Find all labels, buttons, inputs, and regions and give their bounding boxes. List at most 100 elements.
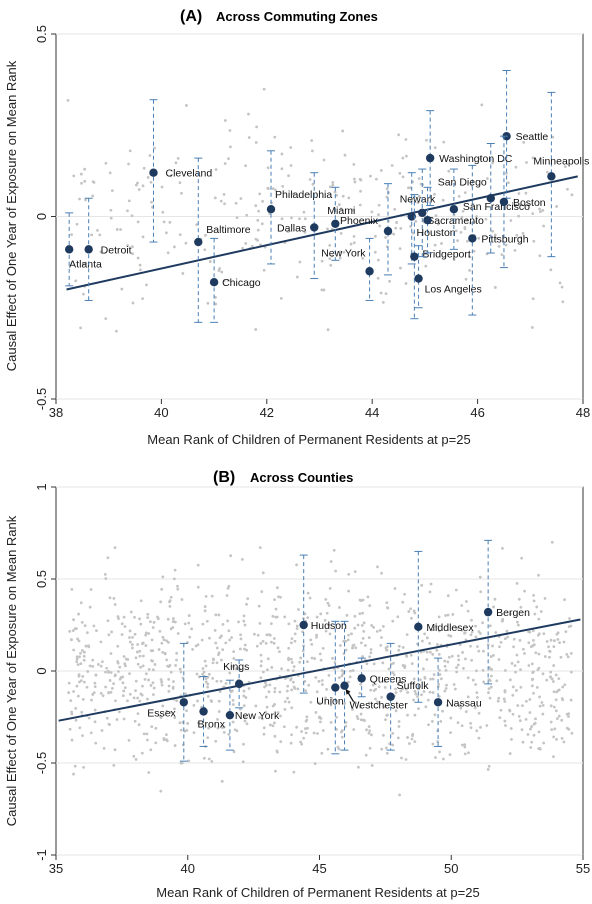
data-point <box>414 274 423 283</box>
background-point <box>519 668 522 672</box>
background-point <box>186 722 190 725</box>
background-point <box>203 659 207 663</box>
background-point <box>548 655 551 659</box>
background-point <box>382 733 385 737</box>
data-point <box>194 237 203 247</box>
background-point <box>264 710 268 714</box>
background-point <box>133 615 136 619</box>
background-point <box>461 667 465 670</box>
background-point <box>530 740 534 744</box>
background-point <box>320 259 324 263</box>
background-point <box>280 217 284 221</box>
background-point <box>364 644 367 647</box>
background-point <box>137 723 141 727</box>
background-point <box>427 723 430 727</box>
background-point <box>293 632 297 636</box>
background-point <box>486 768 490 771</box>
background-point <box>169 711 173 714</box>
background-point <box>245 602 248 606</box>
background-point <box>499 708 503 712</box>
background-point <box>531 671 535 675</box>
background-point <box>256 218 260 222</box>
background-point <box>324 597 328 601</box>
background-point <box>208 636 211 640</box>
background-point <box>329 703 333 707</box>
background-point <box>491 229 495 233</box>
background-point <box>332 548 336 552</box>
background-point <box>113 546 117 550</box>
background-point <box>295 725 299 729</box>
background-point <box>532 239 536 243</box>
background-point <box>532 733 536 737</box>
background-point <box>254 328 258 331</box>
background-point <box>132 754 136 758</box>
background-point <box>264 695 268 699</box>
background-point <box>239 197 243 200</box>
background-point <box>487 764 491 768</box>
data-point-label: Washington DC <box>439 153 513 165</box>
background-point <box>361 637 365 640</box>
background-point <box>154 726 158 730</box>
background-point <box>134 656 138 660</box>
background-point <box>95 629 98 633</box>
background-point <box>523 589 526 593</box>
background-point <box>347 589 351 593</box>
background-point <box>528 698 532 701</box>
background-point <box>147 678 150 682</box>
background-point <box>90 698 93 702</box>
background-point <box>298 660 302 664</box>
background-point <box>486 643 490 647</box>
background-point <box>397 133 401 137</box>
background-point <box>134 689 137 693</box>
background-point <box>533 612 537 616</box>
background-point <box>399 266 402 270</box>
background-point <box>262 268 266 272</box>
background-point <box>74 718 78 722</box>
background-point <box>359 683 362 686</box>
background-point <box>110 189 114 193</box>
background-point <box>335 715 338 719</box>
background-point <box>151 693 155 697</box>
background-point <box>473 220 477 224</box>
background-point <box>260 590 264 593</box>
background-point <box>345 613 349 617</box>
background-point <box>433 713 437 717</box>
background-point <box>147 667 151 671</box>
background-point <box>115 718 119 721</box>
background-point <box>281 184 285 188</box>
panel-b-plot: -1 -0.5 0 0.5 1 35 40 45 50 55 Essex Bronx Kings New … <box>34 483 590 876</box>
background-point <box>447 169 451 173</box>
data-point <box>299 620 308 630</box>
background-point <box>475 729 479 733</box>
background-point <box>310 139 314 142</box>
highlighted-point-group: New York <box>321 237 374 301</box>
background-point <box>166 251 170 255</box>
background-point <box>307 683 311 687</box>
highlighted-point-group: Bridgeport <box>410 194 471 320</box>
background-point <box>259 653 263 657</box>
background-point <box>126 699 129 703</box>
highlighted-point-group: New York <box>225 679 280 751</box>
background-point <box>82 680 86 684</box>
background-point <box>171 687 175 690</box>
highlighted-point-group: Cleveland <box>149 99 212 243</box>
background-point <box>520 728 524 731</box>
background-point <box>359 189 362 193</box>
background-point <box>99 664 103 668</box>
background-point <box>330 697 333 700</box>
background-point <box>138 699 142 703</box>
background-point <box>439 719 443 723</box>
background-point <box>463 752 467 756</box>
background-point <box>421 667 425 671</box>
background-point <box>196 585 200 589</box>
background-point <box>224 641 228 645</box>
background-point <box>136 712 140 716</box>
background-point <box>340 735 344 739</box>
background-point <box>527 641 531 645</box>
background-point <box>547 645 550 649</box>
background-point <box>405 633 409 637</box>
background-point <box>276 586 279 590</box>
background-point <box>444 614 448 617</box>
background-point <box>479 725 482 729</box>
background-point <box>447 655 451 659</box>
